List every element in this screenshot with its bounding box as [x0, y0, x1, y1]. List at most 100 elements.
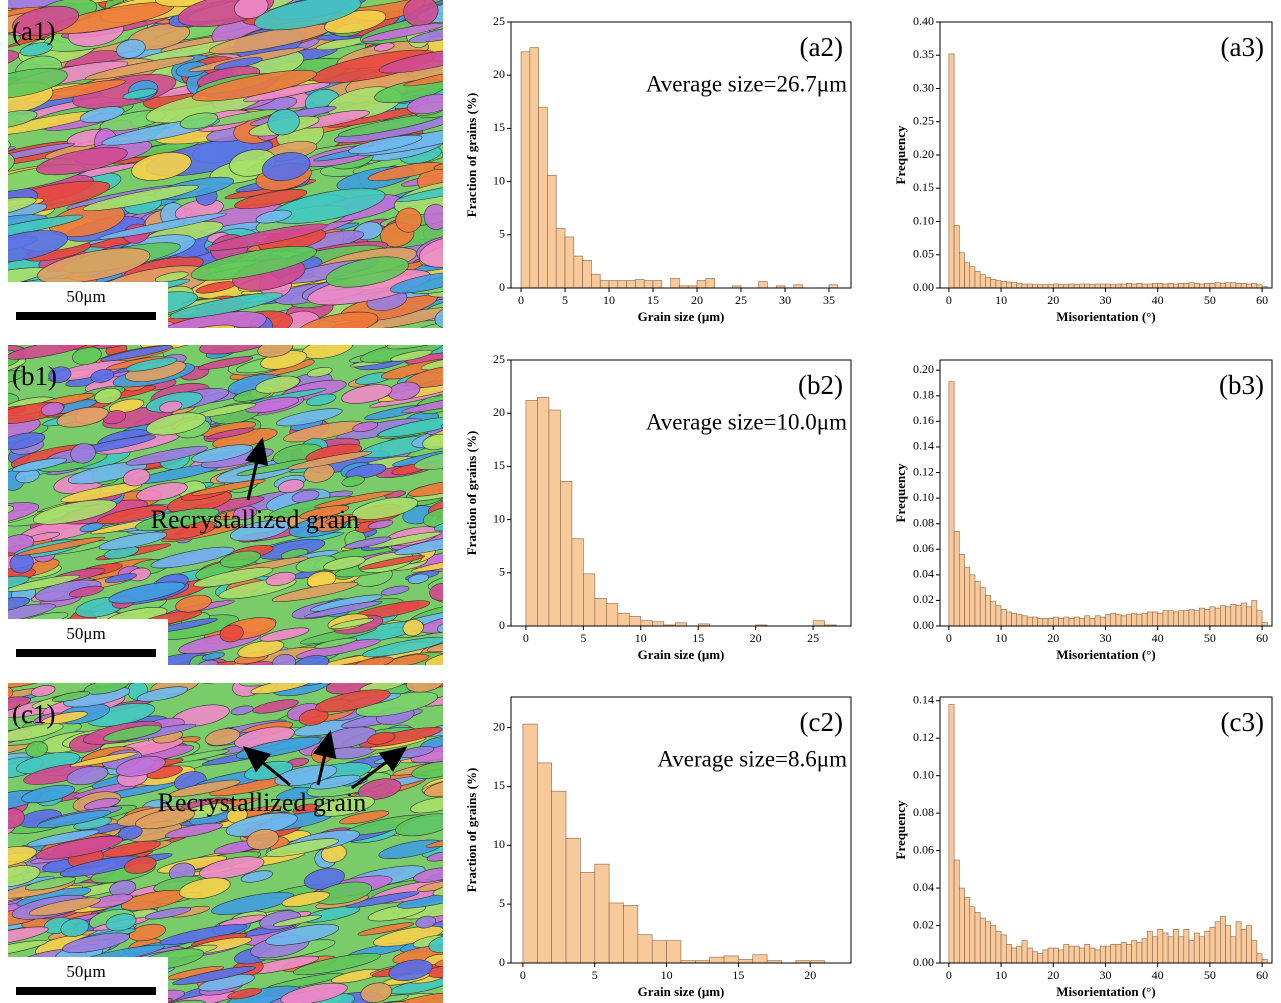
grain [314, 637, 358, 649]
grain [103, 725, 162, 742]
grain [378, 48, 443, 74]
grain [307, 367, 333, 378]
bar [1183, 610, 1190, 627]
grain [8, 432, 46, 451]
average-size: Average size=26.7μm [646, 71, 847, 96]
grain [219, 550, 261, 568]
bar [608, 902, 624, 964]
grain [100, 345, 173, 362]
bar [525, 400, 538, 627]
grain [8, 926, 49, 947]
grain [98, 212, 227, 240]
bar [1193, 283, 1200, 289]
bar [1136, 942, 1143, 964]
bar [1011, 612, 1018, 627]
bar [985, 277, 991, 289]
bar [1037, 953, 1044, 964]
y-tick-label: 0.02 [913, 917, 934, 931]
bar [1204, 283, 1211, 289]
grain [115, 756, 166, 777]
grain [401, 394, 443, 414]
bar [979, 587, 986, 627]
y-tick-label: 15 [493, 458, 505, 472]
y-axis-label: Frequency [893, 800, 908, 859]
grain [420, 356, 443, 371]
y-tick-label: 0.10 [913, 213, 934, 227]
grain [25, 741, 48, 758]
bar [1246, 283, 1252, 289]
grain [405, 683, 443, 693]
bar [1214, 921, 1221, 964]
grain [367, 519, 394, 530]
grain [388, 959, 433, 981]
bar [1193, 932, 1200, 964]
x-tick-label: 10 [995, 968, 1007, 982]
bar [1126, 283, 1132, 289]
grain [367, 531, 442, 549]
grain [37, 247, 151, 284]
grain [60, 918, 90, 937]
bar [652, 280, 663, 289]
bar [547, 174, 557, 289]
bar [1251, 283, 1258, 289]
grain [199, 345, 283, 355]
x-tick-label: 20 [804, 968, 816, 982]
bar [1178, 936, 1185, 964]
grain [68, 585, 104, 598]
bar [1225, 282, 1232, 289]
y-tick-label: 0.02 [913, 592, 934, 606]
bar [1240, 602, 1247, 627]
bar [959, 252, 965, 289]
grain [0, 614, 7, 637]
grain [272, 654, 296, 665]
bar [1152, 611, 1158, 627]
bar [1214, 282, 1221, 289]
arrow [312, 730, 337, 786]
bar [1251, 940, 1258, 964]
grain [353, 656, 394, 665]
bar [582, 260, 592, 289]
grain [422, 507, 443, 528]
grain [415, 915, 437, 929]
grain [8, 137, 11, 163]
arrow [351, 746, 408, 790]
y-tick-label: 0.08 [913, 515, 934, 529]
bar [1058, 618, 1065, 627]
grain [0, 981, 3, 1002]
y-tick-label: 0.16 [913, 413, 934, 427]
bar [1141, 612, 1148, 627]
grain [98, 531, 168, 551]
grain [234, 189, 308, 210]
y-tick-label: 15 [493, 778, 505, 792]
grain [61, 0, 155, 5]
grain [230, 705, 254, 716]
bar [1063, 616, 1070, 627]
x-tick-label: 10 [661, 968, 673, 982]
x-tick-label: 0 [523, 631, 529, 645]
grain [410, 796, 443, 814]
grain [154, 271, 189, 283]
grain [79, 106, 125, 123]
grain [8, 723, 64, 742]
bar [1235, 921, 1242, 964]
grain [125, 446, 208, 466]
grain [293, 953, 381, 976]
bar [1131, 612, 1138, 627]
grain [205, 728, 241, 746]
bar [1110, 943, 1117, 964]
grain [413, 449, 443, 470]
bar [1204, 609, 1211, 627]
bar [640, 620, 653, 627]
grain [159, 400, 183, 413]
grain [107, 662, 169, 665]
x-axis-label: Misorientation (°) [1056, 309, 1155, 324]
bar [985, 921, 991, 964]
grain [419, 236, 443, 268]
x-tick-label: 0 [946, 293, 952, 307]
bar [969, 574, 976, 627]
bar [560, 480, 573, 627]
grain [441, 51, 443, 74]
bar [752, 954, 768, 964]
x-tick-label: 50 [1204, 293, 1216, 307]
